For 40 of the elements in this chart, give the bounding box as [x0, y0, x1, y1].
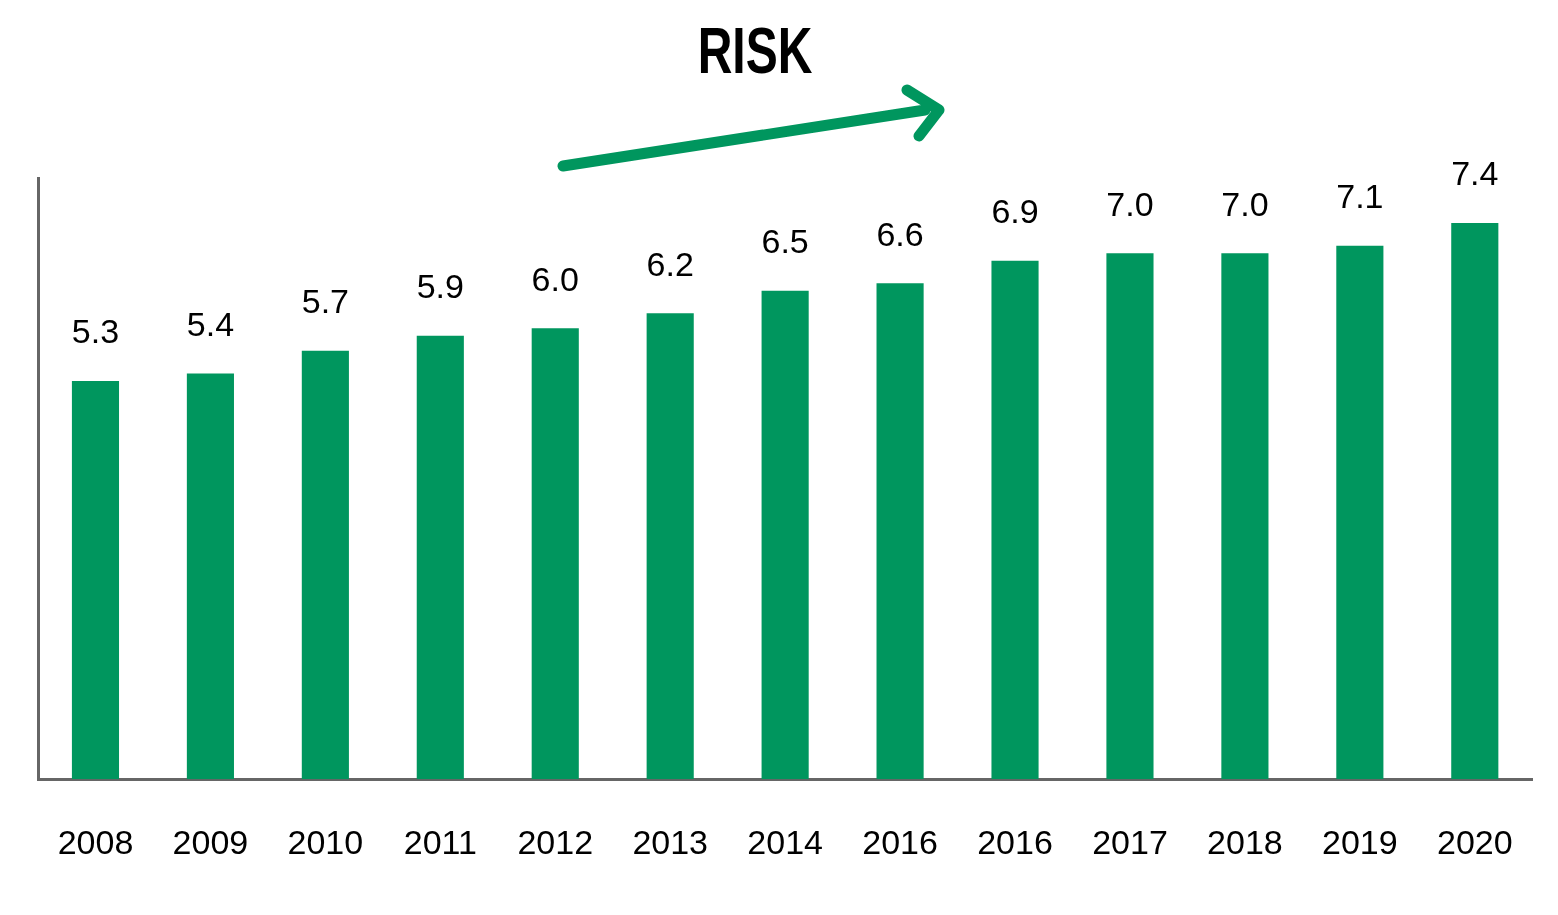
bar [991, 260, 1039, 780]
data-label: 7.4 [1451, 154, 1499, 193]
data-label: 7.0 [1221, 184, 1269, 223]
bar [186, 373, 234, 780]
x-tick-label: 2016 [862, 822, 938, 861]
bar [761, 290, 809, 780]
x-tick-label: 2009 [172, 822, 249, 861]
bar [1106, 253, 1154, 780]
x-tick-label: 2013 [632, 822, 709, 861]
bar [531, 328, 579, 780]
x-tick-label: 2012 [517, 822, 594, 861]
bar [301, 350, 349, 780]
data-label: 5.3 [71, 312, 120, 351]
x-tick-label: 2017 [1092, 822, 1168, 861]
chart-title: RISK [696, 14, 814, 88]
data-label: 5.9 [416, 267, 464, 306]
x-tick-label: 2011 [403, 822, 477, 861]
x-tick-label: 2020 [1436, 822, 1513, 861]
bar [416, 335, 464, 780]
data-label: 7.1 [1336, 177, 1384, 216]
bar [876, 283, 924, 780]
x-tick-label: 2018 [1207, 822, 1283, 861]
data-label: 5.4 [186, 304, 235, 343]
bar [1336, 245, 1384, 780]
data-label: 6.6 [876, 214, 924, 253]
data-label: 7.0 [1106, 184, 1154, 223]
data-label: 6.2 [646, 244, 694, 283]
data-label: 6.5 [761, 222, 809, 261]
data-label: 5.7 [301, 282, 349, 321]
x-tick-label: 2019 [1322, 822, 1398, 861]
bar [71, 380, 120, 780]
bar [1451, 223, 1499, 780]
x-tick-label: 2010 [287, 822, 364, 861]
x-tick-label: 2008 [57, 822, 134, 861]
x-tick-label: 2016 [977, 822, 1053, 861]
bar [646, 313, 694, 780]
data-label: 6.0 [531, 259, 579, 298]
bar [1221, 253, 1269, 780]
data-label: 6.9 [991, 192, 1039, 231]
x-tick-label: 2014 [747, 822, 823, 861]
